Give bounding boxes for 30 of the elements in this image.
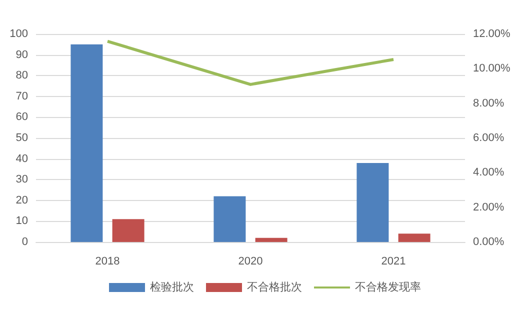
y-tick-label: 70 bbox=[16, 90, 28, 102]
y-tick-label: 100 bbox=[10, 28, 28, 40]
bar bbox=[356, 162, 389, 242]
bar bbox=[398, 234, 430, 242]
bar bbox=[70, 44, 103, 242]
y2-tick-label: 8.00% bbox=[473, 97, 504, 110]
bar bbox=[214, 196, 246, 242]
y-tick-label: 10 bbox=[16, 215, 28, 228]
y2-tick-label: 2.00% bbox=[473, 201, 504, 214]
y-tick-label: 50 bbox=[16, 132, 28, 144]
legend-label: 检验批次 bbox=[150, 282, 194, 294]
y2-tick-label: 10.00% bbox=[473, 62, 511, 75]
y2-tick-label: 4.00% bbox=[473, 166, 504, 179]
y-tick-label: 20 bbox=[16, 194, 28, 206]
y-tick-label: 30 bbox=[16, 174, 28, 186]
x-tick-label: 2020 bbox=[238, 256, 263, 268]
legend-label: 不合格批次 bbox=[247, 280, 302, 294]
bar bbox=[255, 238, 288, 242]
y-tick-label: 0 bbox=[22, 236, 28, 248]
bar bbox=[112, 219, 144, 242]
x-tick-label: 2018 bbox=[95, 256, 120, 268]
y-tick-label: 80 bbox=[16, 70, 28, 82]
y2-tick-label: 0.00% bbox=[473, 236, 504, 248]
legend-label: 不合格发现率 bbox=[355, 280, 421, 294]
y-tick-label: 40 bbox=[16, 152, 28, 165]
y2-tick-label: 12.00% bbox=[473, 28, 511, 40]
y2-tick-label: 6.00% bbox=[473, 132, 504, 144]
y-tick-label: 90 bbox=[16, 48, 28, 61]
y-tick-label: 60 bbox=[16, 111, 28, 124]
x-tick-label: 2021 bbox=[381, 256, 406, 268]
